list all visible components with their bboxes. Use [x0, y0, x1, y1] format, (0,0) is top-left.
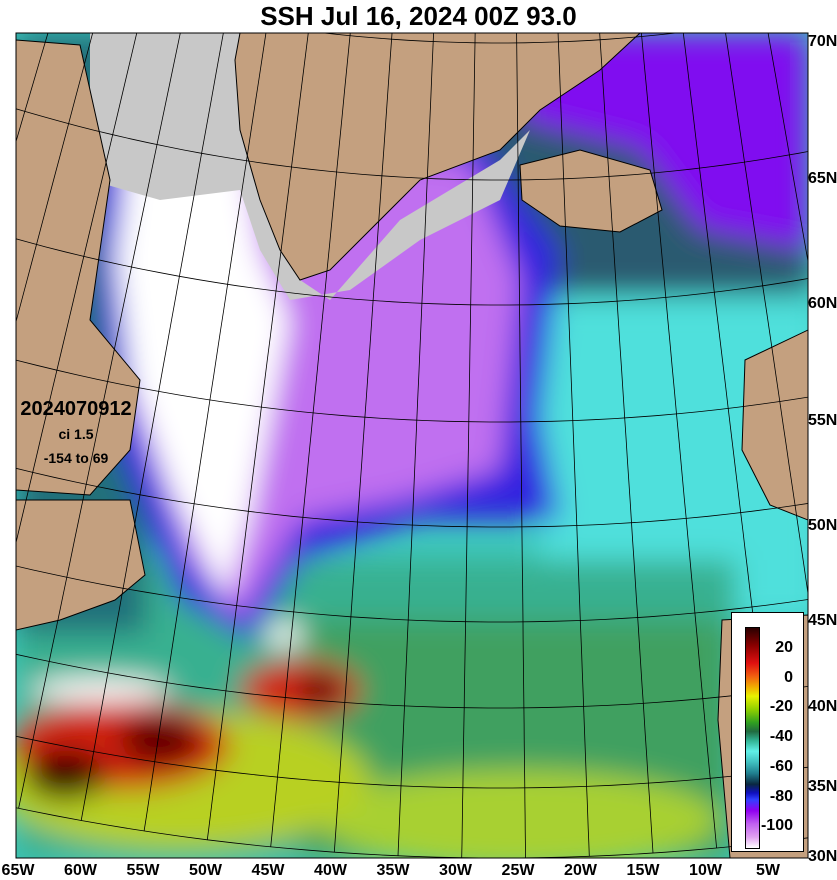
colorbar-label: -60: [770, 758, 793, 776]
colorbar-label: 0: [784, 669, 793, 687]
lon-label: 55W: [127, 862, 160, 880]
lon-label: 5W: [756, 862, 780, 880]
lat-label: 30N: [808, 848, 837, 866]
colorbar-label: 20: [775, 639, 793, 657]
colorbar-label: -40: [770, 728, 793, 746]
lon-label: 60W: [64, 862, 97, 880]
lat-label: 60N: [808, 295, 837, 313]
colorbar-label: -20: [770, 698, 793, 716]
lon-label: 35W: [377, 862, 410, 880]
lon-label: 20W: [564, 862, 597, 880]
lon-label: 45W: [252, 862, 285, 880]
lon-label: 50W: [189, 862, 222, 880]
value-range-label: -154 to 69: [10, 450, 142, 466]
lon-label: 40W: [314, 862, 347, 880]
colorbar: 20 0 -20 -40 -60 -80 -100: [731, 612, 804, 852]
colorbar-gradient: [745, 627, 760, 849]
lat-label: 70N: [808, 33, 837, 51]
lat-label: 50N: [808, 517, 837, 535]
lon-label: 25W: [502, 862, 535, 880]
lat-label: 55N: [808, 412, 837, 430]
run-date-label: 2024070912: [10, 398, 142, 421]
contour-interval-label: ci 1.5: [10, 426, 142, 442]
lon-label: 30W: [439, 862, 472, 880]
lon-label: 10W: [689, 862, 722, 880]
lon-label: 15W: [627, 862, 660, 880]
lat-label: 35N: [808, 778, 837, 796]
lat-label: 65N: [808, 170, 837, 188]
lat-label: 45N: [808, 612, 837, 630]
meridian-line: [822, 0, 837, 797]
lon-label: 65W: [2, 862, 35, 880]
colorbar-label: -100: [761, 817, 793, 835]
colorbar-label: -80: [770, 788, 793, 806]
lat-label: 40N: [808, 698, 837, 716]
